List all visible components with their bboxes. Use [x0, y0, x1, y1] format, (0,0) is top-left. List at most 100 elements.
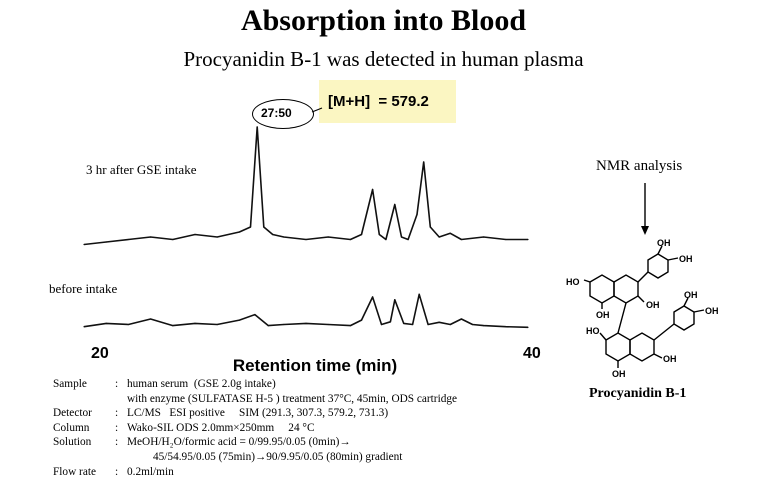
condition-value: MeOH/H₂O/formic acid = 0/99.95/0.05 (0mi…: [127, 436, 351, 449]
data-point: [254, 314, 256, 316]
condition-key: Flow rate: [53, 465, 96, 478]
data-point: [412, 323, 414, 326]
trace-line-before: [83, 293, 529, 329]
data-point: [423, 161, 425, 163]
data-point: [105, 241, 107, 243]
data-point: [127, 323, 129, 326]
condition-separator: :: [115, 436, 119, 449]
condition-value: with enzyme (SULFATASE H-5 ) treatment 3…: [127, 392, 458, 405]
x-tick-min: 20: [91, 345, 109, 362]
ho-label-1: HO: [566, 277, 580, 287]
data-point: [272, 233, 274, 236]
x-axis-title: Retention time (min): [232, 356, 398, 375]
condition-key: [53, 392, 115, 407]
data-point: [349, 325, 351, 327]
data-point: [483, 325, 485, 327]
slide-subtitle: Procyanidin B-1 was detected in human pl…: [183, 47, 584, 71]
condition-row: Solution: MeOH/H₂O/formic acid = 0/99.95/…: [53, 435, 457, 450]
condition-key: Sample: [53, 378, 87, 390]
trace-line-after: [83, 126, 528, 246]
data-point: [385, 238, 387, 241]
data-point: [471, 323, 474, 326]
data-point: [83, 326, 85, 328]
mz-highlight-box: [319, 80, 456, 123]
data-point: [400, 236, 403, 238]
data-point: [238, 319, 240, 321]
mz-label: [M+H] = 579.2: [328, 93, 429, 110]
condition-row: 45/54.95/0.05 (75min)→90/9.95/0.05 (80mi…: [53, 450, 457, 465]
data-point: [460, 318, 462, 320]
condition-separator: :: [115, 378, 119, 390]
data-point: [427, 323, 429, 326]
data-point: [327, 236, 329, 238]
data-point: [127, 238, 129, 241]
condition-separator: :: [115, 465, 119, 478]
data-point: [216, 323, 218, 326]
data-point: [249, 226, 252, 228]
data-point: [403, 322, 405, 324]
condition-value: 0.2ml/min: [127, 465, 174, 478]
data-point: [394, 203, 396, 206]
data-point: [238, 231, 240, 233]
data-point: [438, 321, 440, 323]
data-point: [283, 236, 285, 238]
peak-circle: [252, 99, 314, 129]
compound-name: Procyanidin B-1: [589, 386, 687, 401]
data-point: [378, 233, 380, 236]
data-point: [483, 236, 485, 238]
x-tick-max: 40: [523, 345, 541, 362]
data-point: [372, 188, 374, 191]
data-point: [349, 238, 351, 241]
oh-label-1: OH: [657, 238, 671, 248]
data-point: [505, 238, 507, 241]
nmr-label: NMR analysis: [596, 158, 683, 174]
data-point: [283, 323, 285, 326]
condition-key: [53, 450, 115, 465]
data-point: [394, 299, 396, 301]
data-point: [172, 325, 174, 327]
condition-value: human serum (GSE 2.0g intake): [127, 378, 276, 390]
data-point: [360, 233, 363, 236]
data-point: [256, 126, 258, 128]
oh-label-6: OH: [705, 306, 719, 316]
condition-separator: :: [115, 421, 119, 434]
data-point: [305, 322, 307, 324]
data-point: [360, 319, 363, 321]
data-point: [407, 238, 409, 241]
oh-label-7: OH: [663, 354, 677, 364]
data-point: [418, 293, 420, 295]
oh-label-8: OH: [612, 369, 626, 379]
condition-separator: [115, 392, 127, 407]
oh-label-2: OH: [679, 254, 693, 264]
condition-value: LC/MS ESI positive SIM (291.3, 307.3, 57…: [127, 407, 389, 420]
data-point: [449, 232, 451, 234]
trace-label-after: 3 hr after GSE intake: [86, 162, 197, 177]
oh-label-5: OH: [684, 290, 698, 300]
condition-key: Column: [53, 421, 90, 434]
data-point: [150, 236, 152, 238]
data-point: [527, 326, 529, 328]
data-point: [194, 233, 196, 236]
data-point: [389, 321, 391, 323]
data-point: [505, 326, 507, 328]
data-point: [527, 238, 529, 241]
condition-row: Sample: human serum (GSE 2.0g intake): [53, 377, 457, 392]
data-point: [172, 238, 174, 241]
condition-separator: [115, 450, 127, 465]
data-point: [416, 213, 418, 216]
data-point: [150, 318, 152, 320]
data-point: [83, 243, 85, 246]
data-point: [216, 236, 218, 238]
data-point: [449, 323, 451, 326]
oh-label-4: OH: [646, 300, 660, 310]
oh-label-3: OH: [596, 310, 610, 320]
condition-key: Detector: [53, 407, 92, 420]
peak-time-label: 27:50: [261, 106, 292, 120]
data-point: [438, 236, 440, 238]
data-point: [380, 323, 383, 326]
data-point: [372, 296, 374, 298]
condition-row: Detector: LC/MS ESI positive SIM (291.3, …: [53, 406, 457, 421]
data-point: [267, 325, 269, 327]
